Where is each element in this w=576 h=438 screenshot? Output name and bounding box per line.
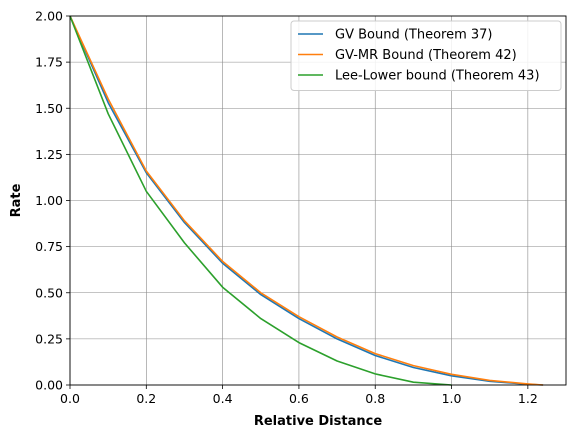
series-line-1	[69, 15, 544, 386]
x-tick-label: 1.2	[518, 391, 538, 406]
y-tick-label: 0.00	[35, 378, 63, 393]
series-line-2	[69, 15, 452, 386]
x-tick-label: 0.4	[213, 391, 233, 406]
legend-entry-2: Lee-Lower bound (Theorem 43)	[335, 69, 540, 84]
y-tick-label: 0.25	[35, 331, 63, 346]
y-axis-ticks: 0.00 0.25 0.50 0.75 1.00 1.25 1.50 1.75 2.00	[35, 9, 70, 393]
x-axis-label: Relative Distance	[254, 414, 382, 429]
y-tick-label: 1.50	[35, 101, 63, 116]
legend-entry-1: GV-MR Bound (Theorem 42)	[335, 48, 517, 63]
x-tick-label: 0.2	[136, 391, 156, 406]
y-tick-label: 2.00	[35, 9, 63, 24]
y-tick-label: 1.25	[35, 147, 63, 162]
y-tick-label: 0.75	[35, 239, 63, 254]
x-axis-ticks: 0.0 0.2 0.4 0.6 0.8 1.0 1.2	[60, 385, 538, 406]
y-tick-label: 1.00	[35, 193, 63, 208]
y-axis-label: Rate	[9, 183, 24, 217]
series-line-0	[69, 15, 544, 386]
legend: GV Bound (Theorem 37) GV-MR Bound (Theore…	[290, 20, 562, 91]
y-tick-label: 0.50	[35, 285, 63, 300]
x-tick-label: 1.0	[442, 391, 462, 406]
series-lines	[69, 15, 544, 386]
x-tick-label: 0.8	[365, 391, 385, 406]
legend-box	[290, 20, 562, 91]
x-tick-label: 0.6	[289, 391, 309, 406]
x-tick-label: 0.0	[60, 391, 80, 406]
y-tick-label: 1.75	[35, 55, 63, 70]
legend-entry-0: GV Bound (Theorem 37)	[335, 28, 493, 43]
